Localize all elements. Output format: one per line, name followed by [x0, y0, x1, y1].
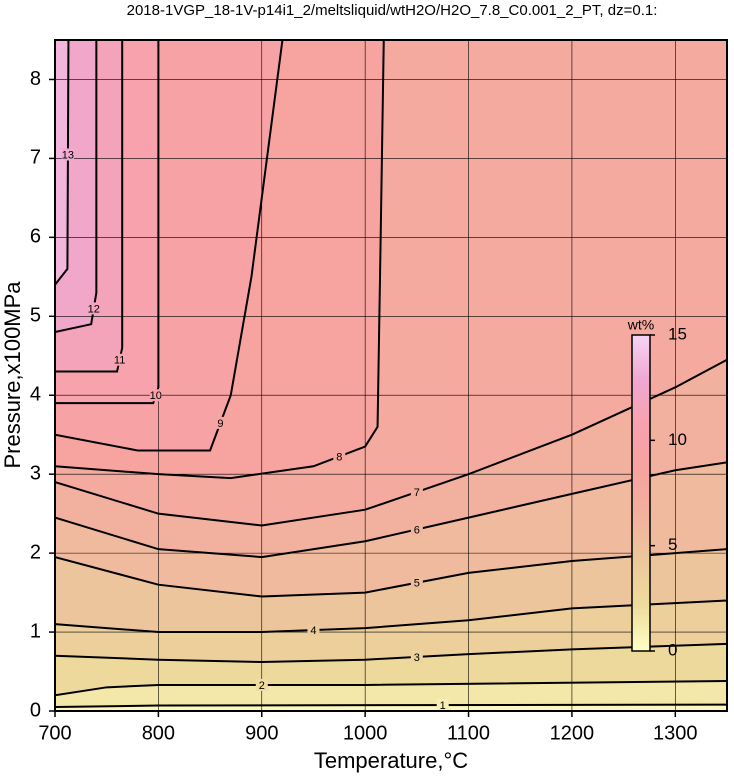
- x-tick-label: 1100: [447, 722, 490, 744]
- contour-label-box: [113, 353, 126, 366]
- y-tick-label: 0: [30, 699, 41, 721]
- y-tick-label: 2: [30, 541, 41, 563]
- chart-title: 2018-1VGP_18-1V-p14i1_2/meltsliquid/wtH2…: [127, 2, 658, 19]
- contour-label: 10: [150, 390, 162, 402]
- contour-label-box: [333, 450, 346, 463]
- contour-label: 3: [414, 652, 420, 664]
- contour-label: 11: [114, 355, 125, 367]
- x-axis-label: Temperature,°C: [314, 748, 468, 773]
- x-tick-label: 700: [38, 722, 71, 744]
- contour-label-box: [410, 523, 423, 536]
- contour-label-box: [410, 576, 423, 589]
- contour-label: 6: [414, 524, 420, 536]
- colorbar: [631, 334, 651, 652]
- contour-label-box: [436, 699, 449, 711]
- contour-label: 7: [414, 487, 420, 499]
- y-axis-label: Pressure,x100MPa: [0, 281, 25, 469]
- contour-line: [55, 680, 727, 697]
- y-tick-label: 4: [30, 384, 41, 406]
- contour-label-box: [149, 389, 162, 402]
- colorbar-tick-label: 15: [668, 324, 687, 343]
- contour-label: 1: [440, 700, 446, 712]
- x-tick-label: 1300: [653, 722, 698, 744]
- contour-label-box: [87, 302, 100, 315]
- colorbar-tick-label: 0: [668, 640, 677, 659]
- contour-label-box: [214, 416, 227, 429]
- contour-label-box: [255, 678, 268, 691]
- contour-label-box: [410, 650, 423, 663]
- y-tick-label: 3: [30, 462, 41, 484]
- plot-frame: [54, 39, 728, 712]
- x-tick-label: 800: [142, 722, 175, 744]
- x-tick-label: 900: [245, 722, 278, 744]
- y-tick-label: 1: [30, 620, 41, 642]
- contour-label: 8: [336, 451, 342, 463]
- y-tick-label: 7: [30, 147, 41, 169]
- colorbar-tick-label: 10: [668, 430, 687, 449]
- x-tick-label: 1000: [343, 722, 388, 744]
- contour-label: 13: [62, 149, 74, 161]
- contour-label: 9: [217, 418, 223, 430]
- colorbar-tick-label: 5: [668, 535, 677, 554]
- contour-label: 4: [310, 625, 316, 637]
- contour-label: 5: [414, 578, 420, 590]
- y-tick-label: 8: [30, 68, 41, 90]
- contour-label-box: [410, 485, 423, 498]
- contour-line: [55, 703, 727, 709]
- contour-label: 12: [88, 303, 100, 315]
- x-tick-label: 1200: [550, 722, 595, 744]
- contour-label-box: [61, 148, 74, 161]
- y-tick-label: 6: [30, 226, 41, 248]
- colorbar-label: wt%: [627, 317, 654, 333]
- contour-fill: [55, 40, 69, 285]
- contour-line: [55, 40, 70, 286]
- contour-line: [55, 548, 727, 598]
- contour-label-box: [307, 624, 320, 637]
- contour-label: 2: [259, 680, 265, 692]
- y-tick-label: 5: [30, 305, 41, 327]
- contour-line: [55, 642, 727, 664]
